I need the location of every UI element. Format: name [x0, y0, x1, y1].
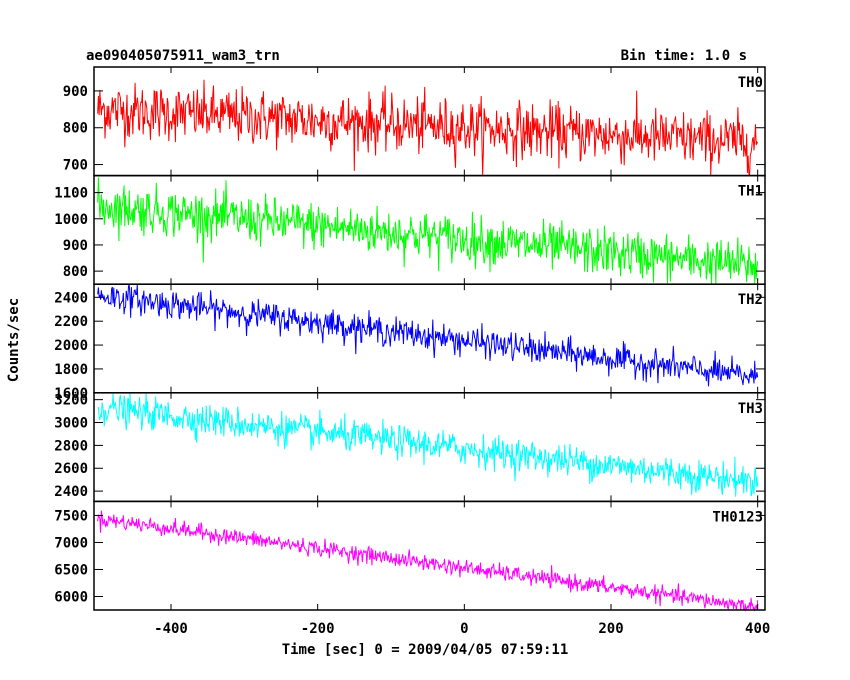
- y-tick-label: 700: [63, 158, 88, 174]
- x-axis-label: Time [sec] 0 = 2009/04/05 07:59:11: [282, 642, 569, 658]
- panels: 700 800 900 TH0 800 900 1000 1100 TH1 1600 1800 200…: [54, 66, 770, 637]
- y-tick-label: 2600: [54, 461, 88, 477]
- y-tick-label: 2000: [54, 338, 88, 354]
- panel-th3: 2400 2600 2800 3000 3200 TH3: [54, 392, 766, 503]
- y-tick-label: 2400: [54, 484, 88, 500]
- y-tick-label: 1100: [54, 186, 88, 202]
- x-tick-label: -400: [154, 621, 188, 637]
- y-tick-label: 1000: [54, 212, 88, 228]
- y-tick-label: 3200: [54, 393, 88, 409]
- x-tick-label: 200: [598, 621, 623, 637]
- series-th0: [97, 79, 759, 176]
- x-tick-label: 0: [460, 621, 468, 637]
- y-tick-label: 3000: [54, 416, 88, 432]
- series-th1: [97, 177, 759, 285]
- y-tick-label: 2400: [54, 290, 88, 306]
- y-tick-label: 900: [63, 84, 88, 100]
- panel-th0123: 6000 6500 7000 7500 TH0123: [54, 500, 766, 612]
- series-th3: [97, 392, 759, 497]
- bin-time-label: Bin time: 1.0 s: [621, 48, 747, 64]
- panel-label: TH1: [738, 184, 763, 200]
- panel-label: TH3: [738, 401, 763, 417]
- y-tick-label: 800: [63, 121, 88, 137]
- panel-frame: [93, 392, 766, 503]
- y-tick-label: 1800: [54, 362, 88, 378]
- panel-label: TH2: [738, 292, 763, 308]
- y-axis-label: Counts/sec: [6, 298, 22, 382]
- x-tick-label: -200: [301, 621, 335, 637]
- y-tick-label: 800: [63, 264, 88, 280]
- panel-th0: 700 800 900 TH0: [63, 66, 766, 177]
- panel-label: TH0: [738, 75, 763, 91]
- x-tick-label: 400: [745, 621, 770, 637]
- panel-label: TH0123: [712, 509, 763, 525]
- y-tick-label: 2800: [54, 438, 88, 454]
- y-tick-label: 7000: [54, 535, 88, 551]
- y-tick-label: 6500: [54, 562, 88, 578]
- panel-th1: 800 900 1000 1100 TH1: [54, 174, 766, 285]
- panel-th2: 1600 1800 2000 2200 2400 TH2: [54, 283, 766, 402]
- panel-frame: [93, 500, 766, 611]
- y-tick-label: 900: [63, 238, 88, 254]
- chart-title: ae090405075911_wam3_trn: [86, 48, 280, 64]
- y-tick-label: 6000: [54, 589, 88, 605]
- y-tick-label: 1600: [54, 386, 88, 402]
- y-tick-label: 2200: [54, 314, 88, 330]
- y-tick-label: 7500: [54, 508, 88, 524]
- series-th2: [97, 284, 759, 387]
- series-th0123: [97, 510, 759, 612]
